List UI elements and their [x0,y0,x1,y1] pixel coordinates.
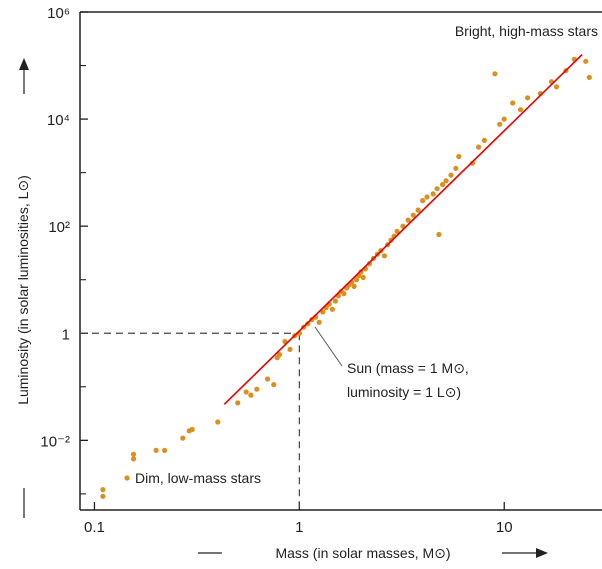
data-point [424,194,430,200]
data-point [358,269,364,275]
data-point [215,419,221,425]
data-point [287,346,293,352]
y-tick-label-4: 10⁶ [47,5,70,22]
data-point [476,144,482,150]
fit-line-group [223,54,583,405]
data-point [497,121,503,127]
data-point [553,84,560,90]
y-tick-label-1: 1 [62,326,70,343]
data-point [243,389,249,395]
data-point [583,58,589,64]
y-axis-arrow-icon [19,58,29,70]
data-point [316,319,322,325]
data-point [248,392,254,398]
data-point [469,160,476,166]
data-point [448,172,454,178]
data-point [525,95,531,101]
data-point [180,435,186,441]
y-tick-label-3: 10⁴ [47,112,70,129]
data-point [320,309,326,315]
sun-guide-lines [80,332,300,510]
data-point [265,376,271,382]
data-point [501,116,507,122]
annotation-top: Bright, high-mass stars [455,23,598,39]
fit-line [223,54,583,405]
data-point [430,191,436,197]
axis-ticks: 0.1 1 10 10⁻² 1 10² 10⁴ 10⁶ [40,5,512,536]
data-point [443,178,449,184]
data-point [415,207,421,213]
data-point [405,217,411,223]
data-point [329,306,335,312]
data-point [456,153,462,160]
data-point [440,181,446,188]
data-point [271,382,277,388]
sun-pointer-line [314,326,343,367]
data-point [453,165,459,171]
x-tick-label-0: 0.1 [84,519,105,536]
y-tick-label-2: 10² [48,219,70,236]
data-point [394,228,400,234]
data-point [153,447,159,453]
data-point [189,426,195,432]
x-tick-label-1: 1 [295,519,303,536]
data-point [510,100,516,106]
data-point [254,386,260,392]
x-tick-label-2: 10 [496,519,513,536]
data-point [276,352,283,358]
data-points [100,56,592,499]
data-point [162,447,168,453]
data-point [434,186,440,192]
data-point [381,253,387,259]
data-point [517,107,524,113]
annotation-bottom-marker [124,475,130,481]
y-tick-label-0: 10⁻² [40,433,70,450]
data-point [353,277,360,283]
data-point [366,261,373,267]
data-point [235,400,241,406]
data-point [341,291,347,297]
annotation-bottom: Dim, low-mass stars [135,470,261,486]
data-point [100,487,106,493]
data-point [586,74,592,80]
data-point [492,71,498,77]
sun-annotation-line2: luminosity = 1 L⊙) [347,384,461,400]
data-point [481,137,487,143]
data-point [436,231,442,238]
data-point [130,456,137,462]
data-point [130,451,137,457]
x-axis-arrow-icon [536,548,548,558]
data-point [410,212,416,218]
sun-annotation-line1: Sun (mass = 1 M⊙, [347,360,469,376]
data-point [388,237,394,243]
data-point [351,283,357,289]
data-point [100,493,106,499]
x-axis-label: Mass (in solar masses, M⊙) [275,545,450,561]
y-axis-label: Luminosity (in solar luminosities, L⊙) [15,175,31,405]
data-point [420,198,426,204]
data-point [360,274,366,281]
data-point [332,298,338,304]
